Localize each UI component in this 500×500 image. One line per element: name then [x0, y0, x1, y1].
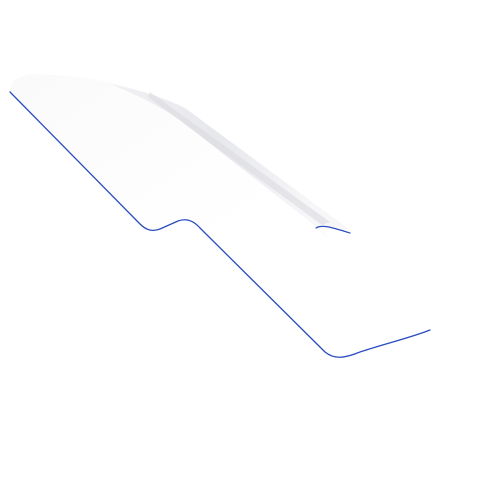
strip-body — [10, 74, 430, 358]
strip-edge-line — [9, 91, 431, 358]
strip-fold-highlight — [148, 92, 330, 225]
strip-notch-line — [315, 225, 351, 234]
